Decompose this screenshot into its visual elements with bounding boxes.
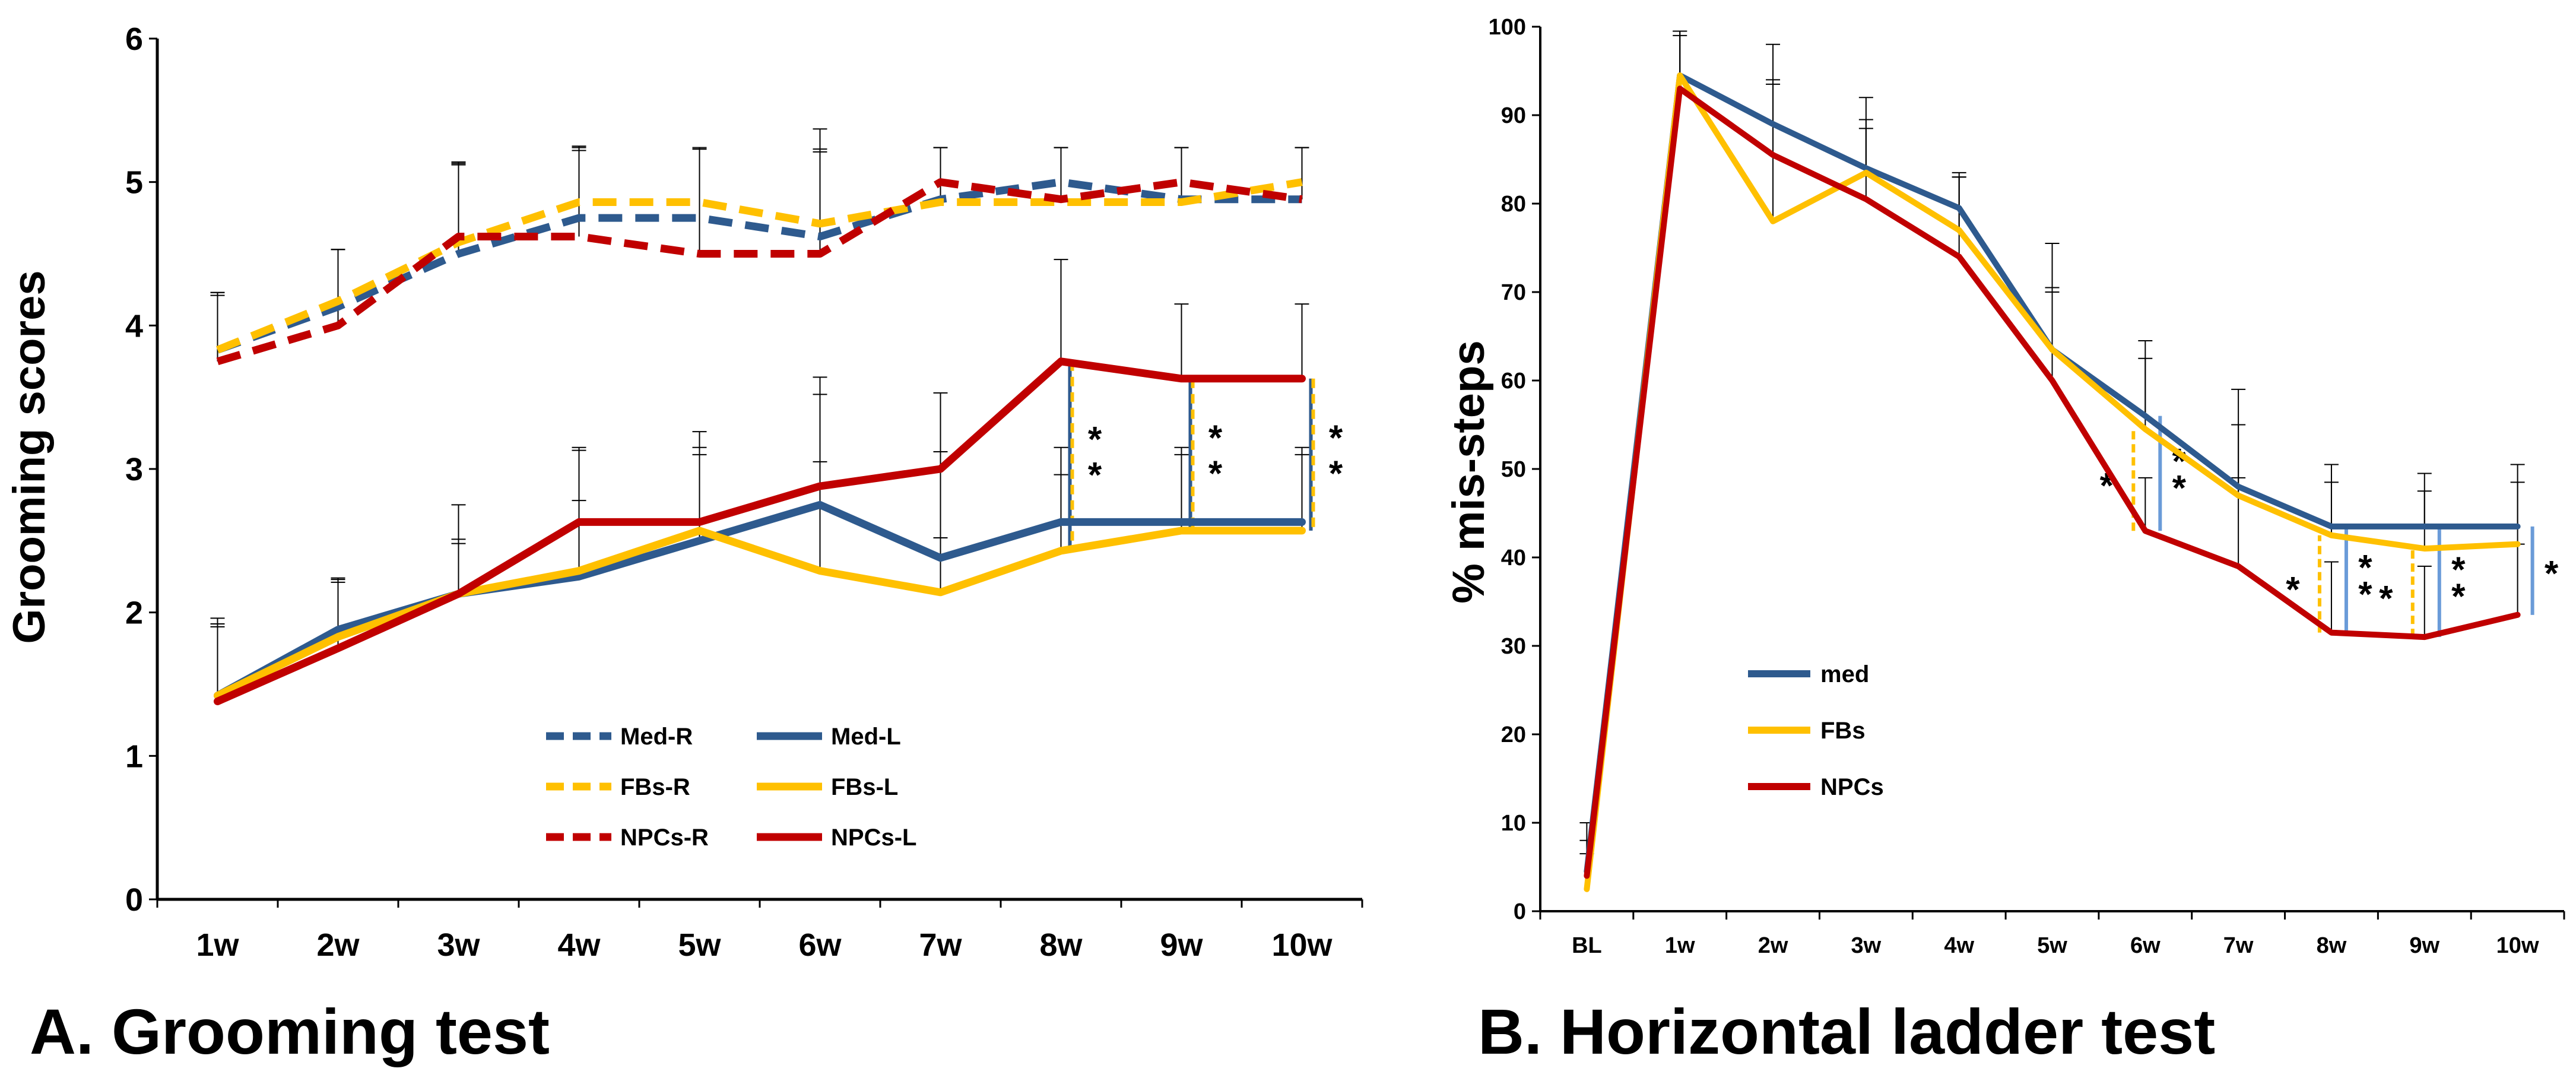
y-tick-label: 30 [1501, 634, 1526, 659]
legend-label-fbs-l: FBs-L [831, 774, 898, 800]
x-tick-label: 7w [2223, 933, 2254, 958]
x-tick-label: 2w [316, 927, 360, 963]
grooming-y-axis-label: Grooming scores [4, 270, 55, 643]
series-line-npcs [1584, 85, 2521, 879]
y-tick-label: 40 [1501, 546, 1526, 570]
series-line-npcs-l [214, 357, 1306, 705]
significance-star: * [1208, 418, 1223, 458]
significance-star: * [1329, 454, 1343, 493]
x-tick-label: 9w [1160, 927, 1203, 963]
legend-label-fbs: FBs [1820, 718, 1866, 744]
x-tick-label: 8w [2317, 933, 2347, 958]
series-line-fbs-r [216, 178, 1303, 354]
x-tick-label: 4w [557, 927, 601, 963]
ladder-chart-title: B. Horizontal ladder test [1478, 996, 2215, 1067]
x-tick-label: 2w [1758, 933, 1788, 958]
series-line-med-l [214, 500, 1306, 700]
y-tick-label: 6 [125, 21, 143, 57]
legend-label-fbs-r: FBs-R [620, 774, 690, 800]
significance-star: * [1208, 454, 1223, 493]
y-tick-label: 2 [125, 595, 143, 631]
legend-label-npcs-l: NPCs-L [831, 825, 916, 851]
y-tick-label: 80 [1501, 192, 1526, 217]
series-line-med [1584, 72, 2521, 874]
series-line-med-r [216, 178, 1302, 354]
significance-star: * [2172, 468, 2187, 508]
x-tick-label: 3w [437, 927, 480, 963]
x-tick-label: 10w [1271, 927, 1333, 963]
significance-star: * [1088, 455, 1102, 494]
significance-star: * [1329, 418, 1343, 458]
significance-star: * [2451, 550, 2466, 589]
ladder-y-axis-label: % mis-steps [1444, 340, 1494, 604]
x-tick-label: 7w [919, 927, 962, 963]
y-tick-label: 0 [1514, 899, 1526, 924]
significance-star: * [2358, 574, 2372, 614]
y-tick-label: 3 [125, 452, 143, 487]
x-tick-label: 8w [1039, 927, 1083, 963]
series-line-fbs [1584, 72, 2521, 892]
grooming-legend: Med-R Med-L FBs-R FBs-L NPCs-R NPCs-L [546, 724, 916, 851]
y-tick-label: 50 [1501, 457, 1526, 482]
significance-star: * [2379, 579, 2393, 619]
x-tick-label: 5w [2037, 933, 2067, 958]
legend-label-npcs-r: NPCs-R [620, 825, 709, 851]
y-tick-label: 4 [125, 308, 143, 344]
x-tick-label: 1w [1665, 933, 1695, 958]
grooming-chart-title: A. Grooming test [30, 996, 550, 1067]
legend-label-npcs: NPCs [1820, 774, 1884, 800]
significance-star: * [2545, 553, 2559, 593]
series-line-npcs-r [216, 178, 1303, 366]
y-tick-label: 0 [125, 882, 143, 918]
x-tick-label: 9w [2409, 933, 2439, 958]
y-tick-label: 100 [1489, 15, 1526, 40]
x-tick-label: 1w [196, 927, 239, 963]
y-tick-label: 1 [125, 738, 143, 774]
x-tick-label: 5w [678, 927, 721, 963]
ladder-legend: med FBs NPCs [1748, 661, 1884, 800]
x-tick-label: 10w [2496, 933, 2539, 958]
significance-star: * [2451, 576, 2466, 616]
y-tick-label: 20 [1501, 722, 1526, 747]
legend-label-med-l: Med-L [831, 724, 901, 750]
significance-star: * [1088, 419, 1102, 459]
x-tick-label: 6w [798, 927, 842, 963]
significance-star: * [2358, 547, 2372, 587]
y-tick-label: 10 [1501, 811, 1526, 836]
y-tick-label: 60 [1501, 369, 1526, 394]
x-tick-label: 6w [2130, 933, 2161, 958]
x-tick-label: 3w [1851, 933, 1882, 958]
y-tick-label: 70 [1501, 280, 1526, 305]
legend-label-med-r: Med-R [620, 724, 693, 750]
x-tick-label: BL [1572, 933, 1602, 958]
series-line-fbs-l [214, 527, 1306, 700]
y-tick-label: 90 [1501, 103, 1526, 128]
y-tick-label: 5 [125, 165, 143, 201]
legend-label-med: med [1820, 661, 1869, 687]
x-tick-label: 4w [1944, 933, 1974, 958]
